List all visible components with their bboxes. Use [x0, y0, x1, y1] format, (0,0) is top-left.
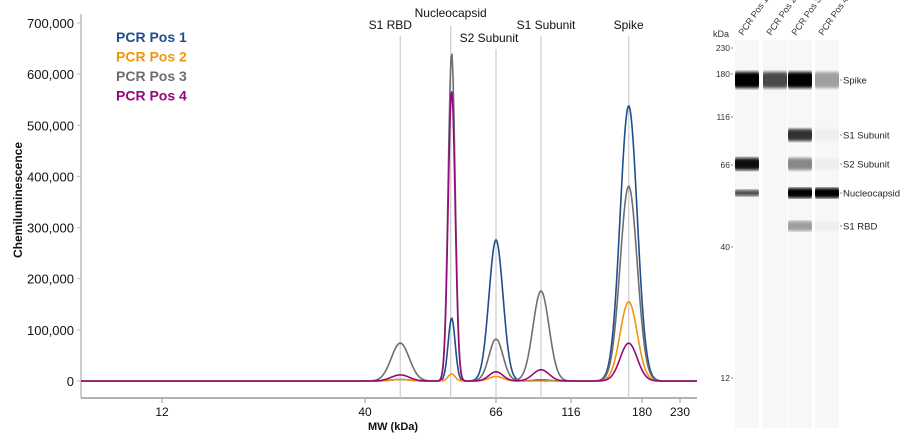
gel-band-label: S1 Subunit: [843, 131, 890, 142]
annotation-label: S2 Subunit: [460, 31, 519, 45]
gel-marker-label: 180: [716, 69, 730, 79]
y-tick-label: 700,000: [27, 16, 74, 31]
gel-band: [735, 158, 759, 170]
gel-lane-label: PCR Pos 4: [816, 0, 850, 37]
gel-lane: [763, 40, 787, 428]
annotation-label: S1 RBD: [369, 18, 413, 32]
gel-band: [788, 129, 812, 141]
gel-band: [735, 190, 759, 196]
gel-band: [763, 72, 787, 88]
y-axis-label: Chemiluminescence: [11, 142, 25, 258]
y-tick-label: 600,000: [27, 67, 74, 82]
x-tick-label: 40: [358, 405, 372, 419]
series-line-2: [81, 300, 697, 382]
x-axis-label: MW (kDa): [368, 421, 418, 433]
series-line-4: [81, 91, 697, 382]
gel-band-label: Nucleocapsid: [843, 189, 900, 200]
x-tick-label: 180: [632, 405, 652, 419]
gel-band-label: S2 Subunit: [843, 160, 890, 171]
gel-band: [815, 72, 839, 88]
y-tick-label: 500,000: [27, 118, 74, 133]
series-line-1: [81, 104, 697, 382]
gel-band: [815, 221, 839, 231]
gel-band: [788, 72, 812, 88]
gel-marker-label: 116: [716, 112, 730, 122]
legend-entry: PCR Pos 4: [116, 88, 187, 104]
gel-lane: [735, 40, 759, 428]
gel-marker-label: 66: [721, 160, 731, 170]
gel-marker-label: 40: [721, 242, 731, 252]
y-tick-label: 400,000: [27, 169, 74, 184]
x-tick-label: 12: [155, 405, 169, 419]
gel-band: [815, 129, 839, 141]
electropherogram-chart: 0 100,000 200,000 300,000 400,000 500,000 600,…: [11, 6, 697, 433]
legend-entry: PCR Pos 3: [116, 68, 187, 84]
gel-band: [788, 221, 812, 231]
gel-marker-label: 230: [716, 43, 730, 53]
x-tick-label: 230: [670, 405, 690, 419]
x-tick-label: 66: [489, 405, 503, 419]
gel-unit-label: kDa: [713, 29, 729, 39]
gel-lane: [788, 40, 812, 428]
gel-marker-label: 12: [721, 373, 731, 383]
annotation-label: Spike: [614, 18, 644, 32]
x-tick-label: 116: [561, 405, 580, 419]
gel-band: [815, 188, 839, 198]
gel-band-label: S1 RBD: [843, 222, 877, 233]
gel-lane: [815, 40, 839, 428]
gel-band: [815, 158, 839, 170]
legend-entry: PCR Pos 2: [116, 49, 187, 65]
y-tick-label: 200,000: [27, 272, 74, 287]
y-tick-label: 300,000: [27, 221, 74, 236]
annotation-label: Nucleocapsid: [415, 6, 487, 20]
y-tick-label: 0: [67, 374, 74, 389]
gel-band: [788, 188, 812, 198]
gel-band-label: Spike: [843, 76, 867, 87]
gel-band: [735, 72, 759, 88]
gel-band: [788, 158, 812, 170]
annotation-label: S1 Subunit: [517, 18, 576, 32]
y-tick-label: 100,000: [27, 323, 74, 338]
legend-entry: PCR Pos 1: [116, 29, 187, 45]
